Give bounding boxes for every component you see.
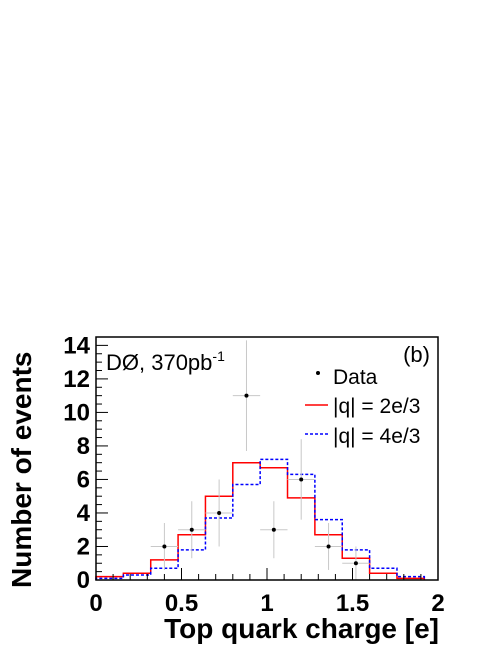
y-axis-title: Number of events (6, 352, 37, 589)
y-tick-label: 4 (77, 500, 91, 527)
data-point-marker (189, 527, 194, 532)
y-tick-label: 0 (77, 567, 90, 594)
legend-data-label: Data (333, 366, 378, 389)
data-points-layer (150, 340, 370, 580)
y-tick-label: 10 (63, 399, 90, 426)
experiment-label: DØ, 370pb-1 (106, 348, 225, 375)
experiment-label-superscript: -1 (212, 348, 225, 364)
histogram-series-1 (95, 461, 426, 580)
data-point-4 (232, 340, 261, 451)
x-tick-label: 1 (260, 590, 273, 617)
data-point-7 (314, 523, 343, 570)
y-tick-label: 12 (63, 366, 90, 393)
data-point-2 (178, 501, 206, 559)
data-point-marker (326, 544, 331, 549)
data-point-8 (342, 546, 370, 580)
data-point-1 (150, 523, 179, 570)
y-tick-label: 2 (77, 533, 90, 560)
data-point-marker (244, 393, 249, 398)
panel-label: (b) (403, 342, 430, 367)
legend-4e3-label: |q| = 4e/3 (333, 425, 420, 448)
data-point-marker (217, 510, 222, 515)
legend-2e3-label: |q| = 2e/3 (333, 395, 420, 418)
data-point-marker (162, 544, 167, 549)
x-tick-label: 2 (431, 590, 444, 617)
y-tick-label: 8 (77, 433, 90, 460)
axes-layer: 0 0.5 1 1.5 2 0 2 4 6 8 10 12 14 (63, 332, 444, 617)
data-point-6 (287, 439, 315, 520)
data-point-marker (353, 561, 358, 566)
x-axis-title: Top quark charge [e] (164, 613, 439, 644)
legend: Data |q| = 2e/3 |q| = 4e/3 (305, 366, 420, 448)
data-point-3 (205, 479, 233, 547)
data-point-marker (299, 477, 304, 482)
legend-data-marker (316, 371, 320, 375)
x-tick-label: 0 (89, 590, 102, 617)
data-point-5 (260, 501, 288, 559)
x-tick-label: 1.5 (336, 590, 369, 617)
y-tick-label: 6 (77, 466, 90, 493)
histogram-series-2 (95, 458, 426, 580)
histogram-layer (95, 458, 426, 580)
data-point-marker (271, 527, 276, 532)
y-tick-label: 14 (63, 332, 90, 359)
x-tick-label: 0.5 (165, 590, 198, 617)
